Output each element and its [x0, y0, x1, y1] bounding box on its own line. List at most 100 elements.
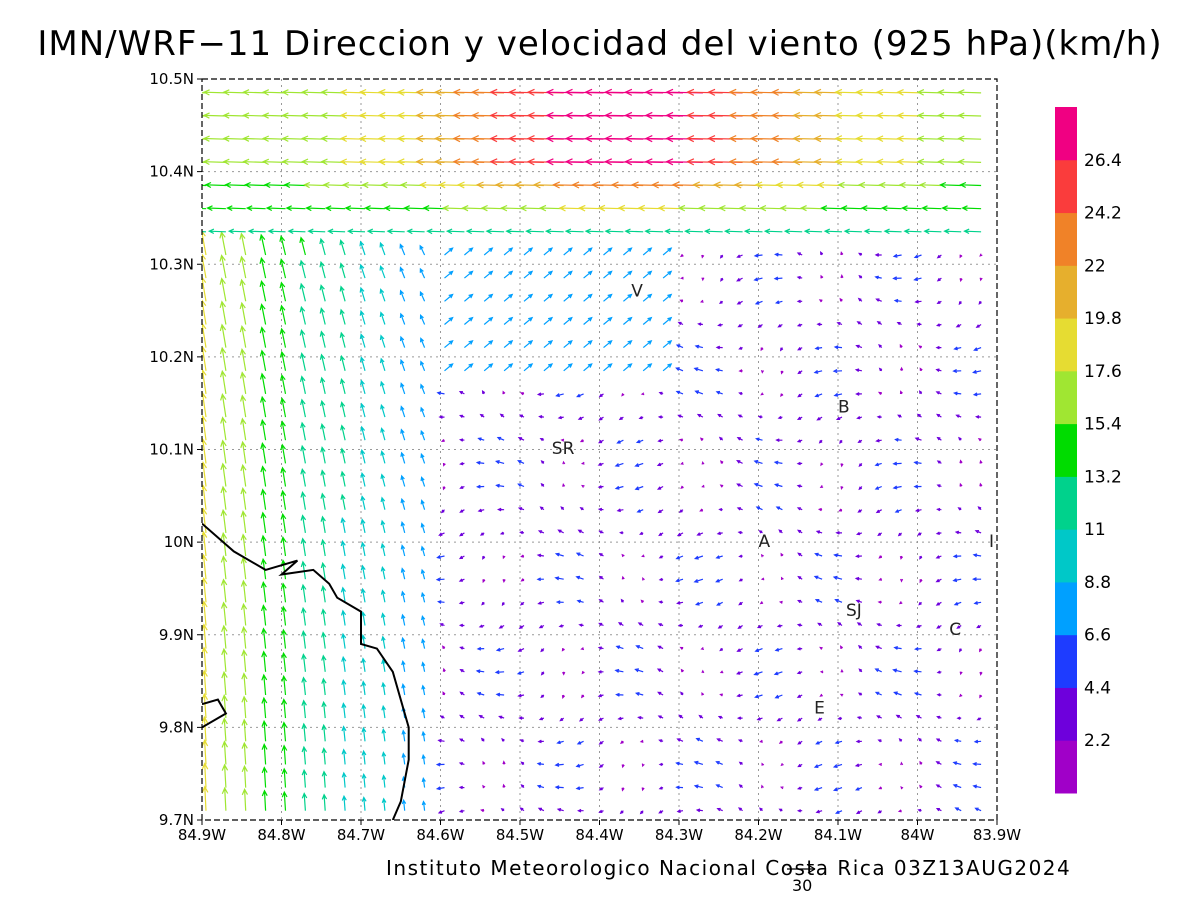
wind-arrow	[797, 370, 803, 375]
y-tick-label: 9.8N	[159, 718, 194, 736]
wind-arrow	[957, 135, 982, 142]
wind-arrow	[695, 808, 703, 813]
wind-arrow	[973, 601, 982, 605]
wind-arrow	[623, 270, 633, 279]
colorbar-label: 11	[1084, 520, 1106, 540]
wind-arrow	[519, 601, 525, 606]
wind-arrow	[280, 582, 287, 603]
wind-arrow	[753, 253, 763, 258]
wind-arrow	[843, 228, 862, 235]
wind-arrow	[857, 439, 863, 444]
wind-arrow	[540, 459, 545, 464]
wind-arrow	[642, 340, 653, 349]
wind-arrow	[320, 469, 326, 487]
wind-arrow	[444, 316, 454, 325]
wind-arrow	[875, 645, 882, 650]
wind-arrow	[516, 671, 525, 675]
wind-arrow	[202, 158, 226, 166]
wind-arrow	[614, 462, 624, 467]
wind-arrow	[321, 700, 327, 719]
wind-arrow	[738, 392, 743, 396]
wind-arrow	[299, 305, 306, 325]
wind-arrow	[259, 349, 267, 371]
wind-arrow	[923, 228, 942, 235]
wind-arrow	[206, 205, 226, 212]
wind-arrow	[956, 716, 962, 720]
wind-arrow	[240, 394, 247, 418]
wind-arrow	[936, 507, 942, 512]
wind-arrow	[483, 270, 494, 279]
wind-arrow	[279, 327, 287, 348]
wind-arrow	[483, 247, 494, 256]
colorbar-label: 6.6	[1084, 626, 1111, 646]
wind-arrow	[259, 279, 267, 302]
x-tick-label: 83.9W	[973, 826, 1021, 844]
wind-arrow	[420, 452, 426, 464]
wind-arrow	[202, 112, 226, 119]
wind-arrow	[657, 438, 664, 443]
wind-arrow	[381, 751, 387, 765]
wind-arrow	[875, 509, 882, 514]
wind-arrow	[961, 205, 982, 212]
wind-arrow	[598, 393, 604, 398]
wind-arrow	[777, 415, 783, 420]
wind-arrow	[520, 784, 525, 789]
wind-arrow	[817, 507, 823, 512]
wind-arrow	[855, 787, 863, 791]
wind-arrow	[680, 668, 684, 673]
wind-arrow	[738, 578, 743, 582]
colorbar-segment	[1055, 370, 1077, 425]
wind-arrow	[458, 809, 465, 813]
wind-arrow	[479, 532, 485, 536]
wind-arrow	[240, 487, 247, 510]
wind-arrow	[300, 158, 326, 166]
wind-arrow	[832, 368, 843, 374]
wind-arrow	[554, 762, 564, 767]
wind-arrow	[361, 726, 367, 742]
wind-arrow	[839, 645, 844, 649]
wind-arrow	[979, 482, 983, 487]
wind-arrow	[755, 506, 763, 511]
wind-arrow	[320, 608, 327, 626]
wind-arrow	[736, 437, 743, 441]
wind-arrow	[959, 459, 963, 464]
wind-arrow	[202, 530, 208, 557]
wind-arrow	[242, 135, 266, 142]
wind-arrow	[719, 693, 723, 697]
wind-arrow	[680, 461, 684, 465]
wind-arrow	[202, 89, 226, 96]
wind-arrow	[642, 270, 653, 279]
wind-arrow	[421, 707, 426, 719]
wind-arrow	[361, 181, 385, 189]
place-label: C	[949, 620, 961, 640]
wind-arrow	[400, 520, 406, 534]
wind-arrow	[577, 529, 584, 534]
wind-arrow	[360, 448, 366, 464]
wind-arrow	[465, 228, 485, 235]
wind-arrow	[260, 534, 267, 557]
wind-arrow	[261, 719, 268, 742]
wind-arrow	[756, 717, 763, 721]
wind-arrow	[219, 346, 227, 371]
colorbar-label: 13.2	[1084, 467, 1122, 487]
wind-arrow	[400, 405, 406, 418]
wind-arrow	[361, 703, 367, 719]
wind-arrow	[895, 714, 902, 719]
wind-arrow	[736, 716, 743, 720]
wind-arrow	[380, 496, 386, 510]
wind-arrow	[916, 135, 942, 142]
wind-arrow	[459, 461, 465, 466]
wind-arrow	[503, 293, 514, 302]
wind-arrow	[261, 135, 286, 142]
wind-arrow	[421, 614, 426, 626]
wind-arrow	[503, 316, 514, 325]
wind-arrow	[679, 299, 684, 303]
wind-arrow	[796, 461, 803, 466]
wind-arrow	[300, 89, 326, 96]
wind-arrow	[840, 251, 844, 256]
wind-arrow	[680, 485, 684, 490]
wind-arrow	[543, 247, 554, 256]
wind-arrow	[835, 531, 843, 535]
place-labels: V B SR A I SJ C E	[552, 282, 994, 719]
wind-arrow	[540, 482, 545, 487]
